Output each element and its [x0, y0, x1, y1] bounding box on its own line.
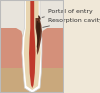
Polygon shape [38, 18, 39, 23]
Text: Resorption cavity: Resorption cavity [43, 17, 100, 27]
Polygon shape [36, 18, 42, 55]
Polygon shape [0, 0, 64, 38]
Polygon shape [0, 28, 24, 68]
Polygon shape [24, 0, 41, 90]
Polygon shape [22, 0, 42, 93]
Polygon shape [38, 15, 41, 20]
Polygon shape [29, 0, 36, 88]
Polygon shape [40, 28, 64, 68]
Polygon shape [36, 21, 41, 49]
Polygon shape [0, 33, 64, 93]
Text: Portal of entry: Portal of entry [42, 8, 93, 17]
